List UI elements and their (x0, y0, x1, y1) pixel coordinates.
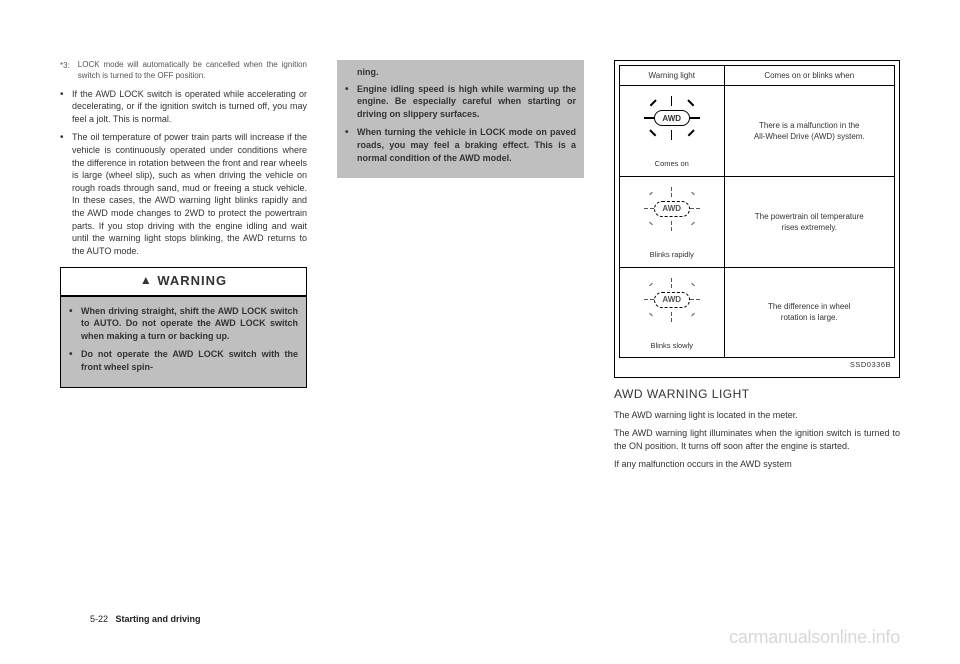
warning-title: ▲ WARNING (61, 268, 306, 296)
page-footer: 5-22 Starting and driving (90, 614, 201, 624)
figure-label: SSD0336B (619, 358, 895, 373)
table-row: AWD Blinks slowly The difference in whee… (620, 267, 895, 358)
figure-table: Warning light Comes on or blinks when AW… (619, 65, 895, 358)
table-row: AWD Blinks rapidly The powertrain oil te… (620, 176, 895, 267)
table-row: AWD Comes on There is a malfunction in t… (620, 86, 895, 177)
paragraph: If any malfunction occurs in the AWD sys… (614, 458, 900, 471)
icon-cell: AWD Blinks rapidly (620, 176, 725, 267)
footnote-key: *3: (60, 60, 70, 82)
icon-caption: Comes on (624, 159, 720, 170)
list-item: The oil temperature of power train parts… (60, 131, 307, 257)
column-1: *3: LOCK mode will automatically be canc… (60, 60, 307, 600)
paragraph: The AWD warning light illuminates when t… (614, 427, 900, 452)
manual-page: *3: LOCK mode will automatically be canc… (0, 0, 960, 664)
icon-cell: AWD Blinks slowly (620, 267, 725, 358)
list-item: When turning the vehicle in LOCK mode on… (345, 126, 576, 164)
column-2: ning. Engine idling speed is high while … (337, 60, 584, 600)
footnote: *3: LOCK mode will automatically be canc… (60, 60, 307, 82)
footnote-text: LOCK mode will automatically be cancelle… (78, 60, 307, 82)
desc-cell: The difference in wheel rotation is larg… (724, 267, 895, 358)
awd-blink-rapid-icon: AWD (642, 183, 702, 243)
table-header-cell: Warning light (620, 66, 725, 86)
icon-cell: AWD Comes on (620, 86, 725, 177)
warning-cont-lead: ning. (345, 66, 576, 79)
list-item: If the AWD LOCK switch is operated while… (60, 88, 307, 126)
warning-body: When driving straight, shift the AWD LOC… (61, 297, 306, 388)
awd-warning-heading: AWD WARNING LIGHT (614, 386, 900, 403)
icon-caption: Blinks rapidly (624, 250, 720, 261)
table-header-row: Warning light Comes on or blinks when (620, 66, 895, 86)
icon-caption: Blinks slowly (624, 341, 720, 352)
table-header-cell: Comes on or blinks when (724, 66, 895, 86)
list-item: Engine idling speed is high while warmin… (345, 83, 576, 121)
warning-light-figure: Warning light Comes on or blinks when AW… (614, 60, 900, 378)
text-columns: *3: LOCK mode will automatically be canc… (60, 60, 900, 600)
col1-bullet-list: If the AWD LOCK switch is operated while… (60, 88, 307, 258)
desc-cell: There is a malfunction in the All-Wheel … (724, 86, 895, 177)
column-3: Warning light Comes on or blinks when AW… (614, 60, 900, 600)
awd-blink-slow-icon: AWD (642, 274, 702, 334)
watermark: carmanualsonline.info (729, 627, 900, 648)
warning-triangle-icon: ▲ (140, 273, 153, 287)
desc-cell: The powertrain oil temperature rises ext… (724, 176, 895, 267)
awd-light-on-icon: AWD (642, 92, 702, 152)
warning-box: ▲ WARNING When driving straight, shift t… (60, 267, 307, 388)
page-number: 5-22 (90, 614, 108, 624)
list-item: Do not operate the AWD LOCK switch with … (69, 348, 298, 373)
list-item: When driving straight, shift the AWD LOC… (69, 305, 298, 343)
warning-continuation: ning. Engine idling speed is high while … (337, 60, 584, 178)
paragraph: The AWD warning light is located in the … (614, 409, 900, 422)
warning-title-text: WARNING (157, 273, 227, 288)
section-title: Starting and driving (116, 614, 201, 624)
